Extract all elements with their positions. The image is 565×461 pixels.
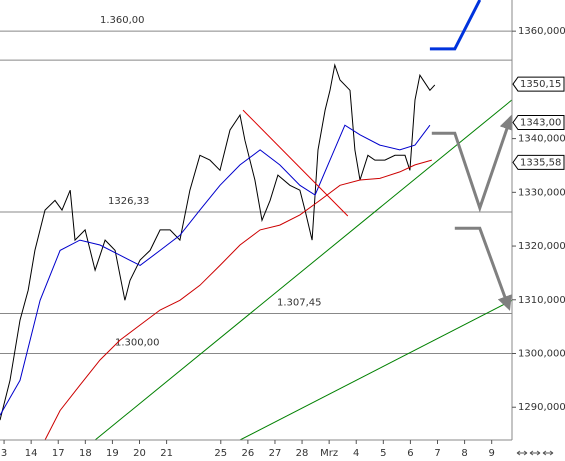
series-line [431, 114, 512, 213]
x-tick-label: 9 [488, 448, 494, 459]
x-tick-label: 21 [160, 448, 173, 459]
x-tick-label: 19 [106, 448, 119, 459]
price-tag [512, 76, 565, 92]
price-tag-label: 1343,00 [520, 117, 561, 128]
level-label: 1.307,45 [277, 297, 322, 308]
y-tick-label: 1300,000 [518, 349, 565, 360]
x-tick-label: 20 [133, 448, 146, 459]
x-tick-label: 3 [1, 448, 7, 459]
x-tick-label: 7 [434, 448, 440, 459]
plot-area [0, 0, 512, 440]
level-label: 1.300,00 [115, 338, 160, 349]
y-tick-label: 1290,000 [518, 402, 565, 413]
series-line [429, 0, 482, 51]
x-tick-label: 28 [296, 448, 309, 459]
plot: 1.360,00 1326,33 1.307,45 1.300,00 [0, 0, 512, 440]
series-line [454, 226, 512, 311]
series-line [0, 124, 431, 416]
axes: 1290,000 1300,000 1310,000 1320,000 1330,000… [1, 26, 565, 459]
scroll-icons[interactable] [516, 450, 554, 456]
x-tick-label: 17 [52, 448, 65, 459]
x-tick-label: 25 [214, 448, 227, 459]
series-line [239, 299, 512, 440]
y-tick-label: 1330,000 [518, 187, 565, 198]
y-tick-label: 1340,000 [518, 134, 565, 145]
price-tag [512, 114, 565, 130]
x-tick-label: 4 [353, 448, 359, 459]
x-tick-label: 5 [380, 448, 386, 459]
level-label: 1326,33 [108, 196, 149, 207]
x-tick-label: Mrz [320, 448, 338, 459]
x-axis-panel [0, 440, 565, 461]
series-line [0, 63, 436, 421]
series-line [94, 99, 512, 440]
x-tick-label: 14 [25, 448, 38, 459]
x-tick-label: 26 [242, 448, 255, 459]
x-tick-label: 18 [79, 448, 92, 459]
y-tick-label: 1320,000 [518, 241, 565, 252]
axis-panel [512, 0, 565, 461]
x-tick-label: 27 [269, 448, 282, 459]
level-label: 1.360,00 [100, 15, 145, 26]
price-tag-label: 1350,15 [520, 79, 561, 90]
x-tick-label: 8 [461, 448, 467, 459]
series-line [44, 159, 432, 440]
series-line [242, 109, 349, 217]
y-tick-label: 1310,000 [518, 295, 565, 306]
x-tick-label: 6 [407, 448, 413, 459]
price-tag-label: 1335,58 [520, 157, 561, 168]
y-tick-label: 1360,000 [518, 26, 565, 37]
price-tag [512, 154, 565, 170]
